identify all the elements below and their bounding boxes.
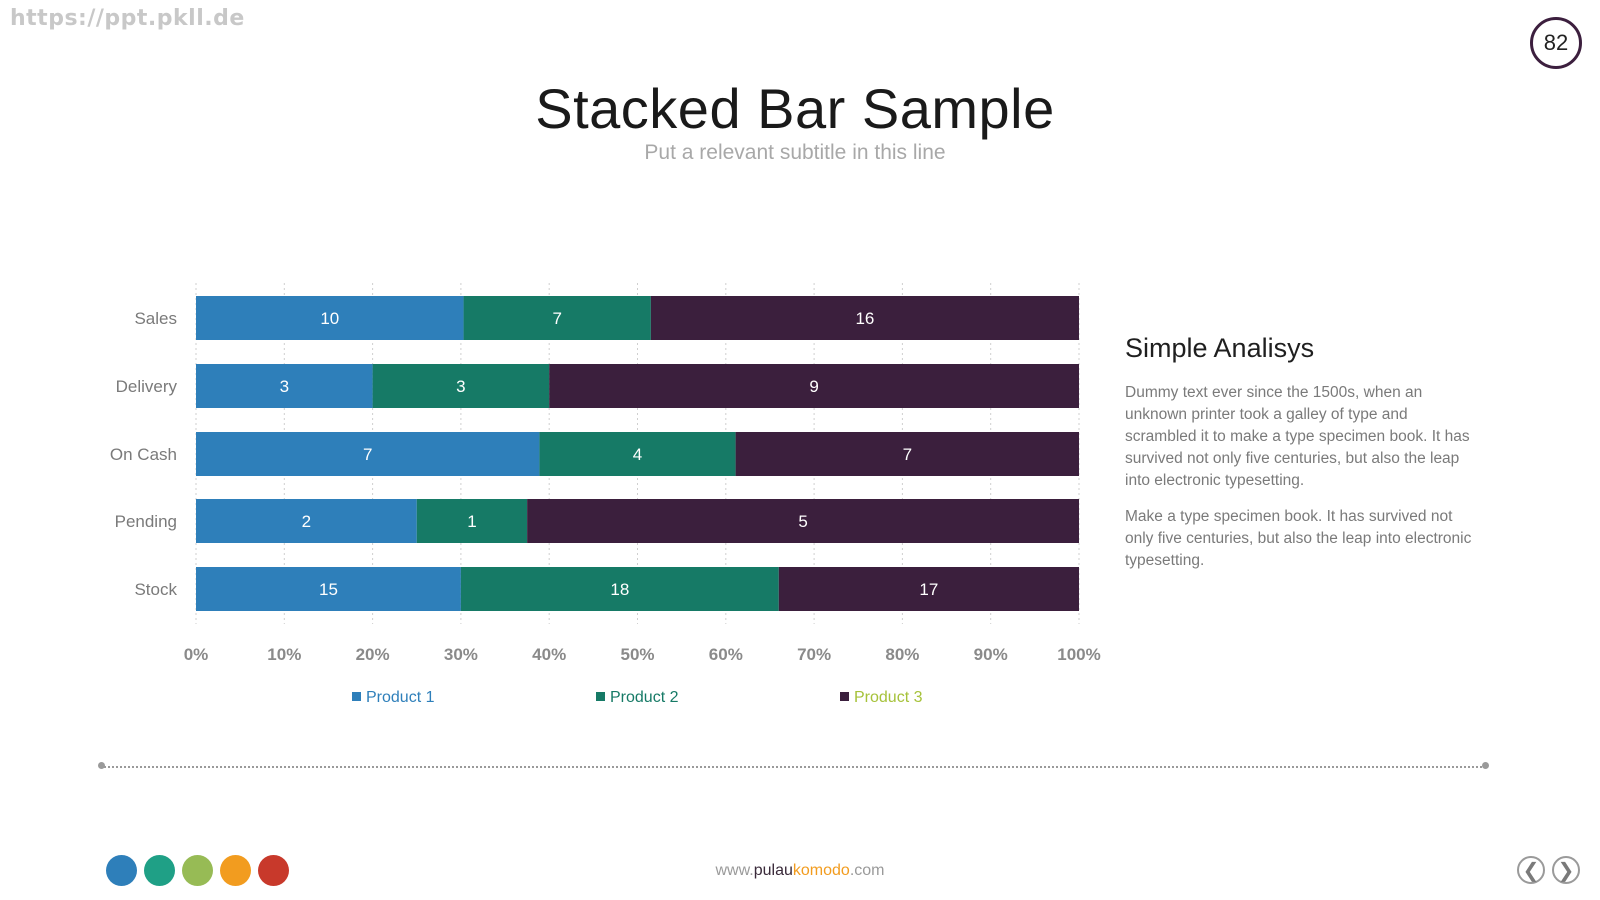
category-label: Stock [134,580,177,599]
stacked-bar-chart: 0% 10% 20% 30% 40% 50% 60% 70% 80% 90% 100% Sales 10… [110,283,1101,706]
analysis-paragraph: Make a type specimen book. It has surviv… [1125,508,1472,569]
divider-end-dot [98,762,105,769]
bar-segment [196,296,464,340]
x-tick-label: 50% [620,645,654,664]
bar-segment [778,567,1079,611]
bar-value-label: 5 [798,512,807,531]
divider-line [101,766,1485,768]
bar-segment [527,499,1079,543]
bar-value-label: 4 [633,445,642,464]
x-tick-label: 0% [184,645,209,664]
bar-segment [735,432,1079,476]
bar-value-label: 10 [320,309,339,328]
analysis-heading: Simple Analisys [1125,333,1315,363]
bar-segment [463,296,651,340]
bar-value-label: 16 [855,309,874,328]
analysis-paragraph: Dummy text ever since the 1500s, when an… [1125,384,1470,489]
bar-segment [196,499,417,543]
bar-value-label: 2 [302,512,311,531]
legend-swatch [352,692,361,701]
chevron-right-icon: ❯ [1557,859,1575,882]
legend-label: Product 1 [366,689,435,706]
bar-segment [539,432,736,476]
bar-segment [460,567,779,611]
palette-dot [182,855,213,886]
chevron-left-icon: ❮ [1522,859,1540,882]
bar-value-label: 7 [363,445,372,464]
divider-end-dot [1482,762,1489,769]
bar-segment [650,296,1079,340]
footer-url-prefix: www. [715,862,754,879]
bar-segment [196,432,540,476]
x-tick-label: 40% [532,645,566,664]
palette-dot [220,855,251,886]
bar-value-label: 3 [280,377,289,396]
category-label: On Cash [110,445,177,464]
palette-dots [106,855,289,886]
prev-slide-button[interactable]: ❮ [1517,856,1545,884]
x-tick-label: 90% [974,645,1008,664]
legend-swatch [596,692,605,701]
bar-value-label: 1 [467,512,476,531]
bar-segment [196,567,461,611]
x-tick-label: 70% [797,645,831,664]
legend-swatch [840,692,849,701]
palette-dot [106,855,137,886]
legend-label: Product 3 [854,689,923,706]
bar-value-label: 17 [919,580,938,599]
palette-dot [144,855,175,886]
footer-url-mid: pulau [753,862,793,879]
watermark: https://ppt.pkll.de [10,6,245,31]
x-tick-label: 30% [444,645,478,664]
bar-value-label: 18 [610,580,629,599]
palette-dot [258,855,289,886]
bar-segment [416,499,528,543]
bar-value-label: 7 [903,445,912,464]
bar-value-label: 9 [809,377,818,396]
slide-subtitle: Put a relevant subtitle in this line [644,141,946,164]
x-tick-label: 10% [267,645,301,664]
page-number-badge: 82 [1530,17,1582,69]
legend-label: Product 2 [610,689,679,706]
bar-segment [196,364,373,408]
bar-value-label: 3 [456,377,465,396]
footer-url-suffix: .com [849,862,885,879]
category-label: Sales [134,309,177,328]
x-tick-label: 20% [356,645,390,664]
bar-segment [372,364,550,408]
next-slide-button[interactable]: ❯ [1552,856,1580,884]
x-tick-label: 100% [1057,645,1100,664]
bar-segment [549,364,1079,408]
category-label: Delivery [116,377,178,396]
x-tick-label: 80% [885,645,919,664]
bar-value-label: 15 [319,580,338,599]
category-label: Pending [115,512,177,531]
slide-title: Stacked Bar Sample [535,77,1055,140]
bar-value-label: 7 [552,309,561,328]
footer-website[interactable]: www.pulaukomodo.com [0,862,1600,880]
x-tick-label: 60% [709,645,743,664]
footer-url-brand: komodo [792,862,850,879]
